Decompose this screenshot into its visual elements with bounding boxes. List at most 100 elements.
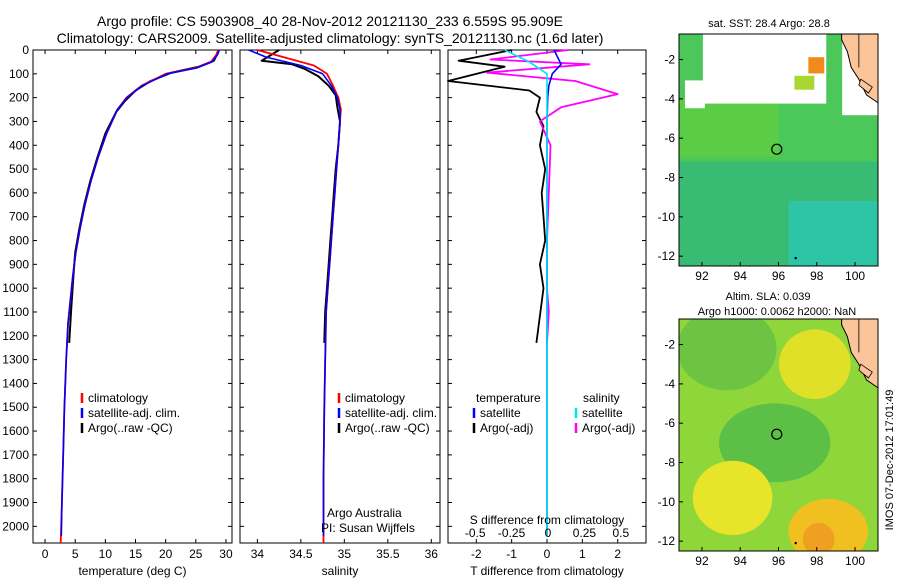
sla-map-title-1: Altim. SLA: 0.039 <box>726 291 811 303</box>
xtick-label: 2 <box>614 547 621 561</box>
xtick-label: 35.5 <box>376 547 400 561</box>
xtick-label: 5 <box>72 547 79 561</box>
xtick-label: 20 <box>159 547 173 561</box>
ytick-label: 900 <box>9 257 29 271</box>
map-xtick-label: 96 <box>772 269 786 283</box>
map-ytick-label: -6 <box>664 131 675 145</box>
ytick-label: 1500 <box>2 400 29 414</box>
float-location-marker <box>771 143 783 155</box>
map-xtick-label: 94 <box>734 269 748 283</box>
ytick-label: 1700 <box>2 448 29 462</box>
ytick-label: 700 <box>9 210 29 224</box>
sla-high <box>692 460 773 536</box>
map-field-sla <box>679 319 878 551</box>
ytick-label: 400 <box>9 138 29 152</box>
sla-high <box>802 522 835 551</box>
legend-temperature-label: satellite-adj. clim. <box>88 406 180 420</box>
x-axis-label: salinity <box>322 564 359 578</box>
ytick-label: 1900 <box>2 496 29 510</box>
stick-label: 0.5 <box>612 526 629 540</box>
temperature-satellite-line <box>60 49 221 536</box>
legend-diff-s-label: satellite <box>582 406 623 420</box>
sla-high <box>779 329 851 400</box>
sla-low <box>718 403 831 483</box>
annotation-pi: PI: Susan Wijffels <box>321 521 415 535</box>
plot-frame-temperature-profile <box>32 49 233 544</box>
stick-label: 0.25 <box>573 526 597 540</box>
map-ytick-label: -12 <box>658 249 676 263</box>
map-ytick-label: -10 <box>658 495 676 509</box>
ytick-label: 1200 <box>2 329 29 343</box>
stick-label: -0.25 <box>498 526 526 540</box>
xtick-label: -1 <box>506 547 517 561</box>
annotation-argo-australia: Argo Australia <box>327 506 402 520</box>
salinity-satellite-line <box>248 49 341 536</box>
islet-marker <box>794 256 797 260</box>
xtick-label: 30 <box>219 547 233 561</box>
map-ytick-label: -12 <box>658 534 676 548</box>
sst-warm-patch <box>794 75 815 90</box>
map-ytick-label: -10 <box>658 210 676 224</box>
xtick-label: 0 <box>42 547 49 561</box>
diff-t-argo-line <box>447 49 547 344</box>
sst-warm-patch <box>808 57 825 74</box>
map-xtick-label: 92 <box>695 269 709 283</box>
map-xtick-label: 100 <box>845 554 865 568</box>
title-line-1: Argo profile: CS 5903908_40 28-Nov-2012 … <box>97 13 563 29</box>
stick-label: 0 <box>545 526 552 540</box>
xtick-label: 1 <box>579 547 586 561</box>
map-ytick-label: -2 <box>664 338 675 352</box>
map-ytick-label: -8 <box>664 456 675 470</box>
ytick-label: 100 <box>9 67 29 81</box>
imos-watermark: IMOS 07-Dec-2012 17:01:49 <box>884 390 896 531</box>
ytick-label: 300 <box>9 114 29 128</box>
ytick-label: 1400 <box>2 376 29 390</box>
sla-map-title-2: Argo h1000: 0.0062 h2000: NaN <box>698 306 856 318</box>
legend-diff-t-label: satellite <box>480 406 521 420</box>
map-xtick-label: 98 <box>810 269 824 283</box>
land-island <box>858 78 873 94</box>
legend-salinity-label: Argo(..raw -QC) <box>345 421 430 435</box>
sst-southeast <box>788 201 878 266</box>
legend-salinity-label: climatology <box>345 391 405 405</box>
ytick-label: 600 <box>9 186 29 200</box>
xtick-label: 25 <box>189 547 203 561</box>
ytick-label: 500 <box>9 162 29 176</box>
map-field-sst <box>679 34 878 266</box>
map-xtick-label: 94 <box>734 554 748 568</box>
float-location-marker <box>771 428 783 440</box>
legend-temperature-label: climatology <box>88 391 148 405</box>
ytick-label: 0 <box>22 43 29 57</box>
map-xtick-label: 96 <box>772 554 786 568</box>
map-ytick-label: -8 <box>664 171 675 185</box>
map-ytick-label: -2 <box>664 53 675 67</box>
land-island <box>858 363 873 379</box>
legend-diff-s-label: Argo(-adj) <box>582 421 635 435</box>
legend-temperature-label: Argo(..raw -QC) <box>88 421 173 435</box>
sst-cloud-gap <box>702 34 827 104</box>
xtick-label: 10 <box>99 547 113 561</box>
xtick-label: 34 <box>251 547 265 561</box>
islet-marker <box>794 541 797 545</box>
diff-s-satellite-line <box>504 49 548 536</box>
title-line-2: Climatology: CARS2009. Satellite-adjuste… <box>56 30 604 46</box>
map-ytick-label: -4 <box>664 92 675 106</box>
ytick-label: 1600 <box>2 424 29 438</box>
map-ytick-label: -6 <box>664 416 675 430</box>
ytick-label: 1100 <box>3 305 29 319</box>
s-axis-label: S difference from climatology <box>470 513 625 527</box>
sst-north-mid <box>679 98 779 157</box>
sst-map-title: sat. SST: 28.4 Argo: 28.8 <box>708 18 830 30</box>
map-ytick-label: -4 <box>664 377 675 391</box>
ytick-label: 200 <box>9 91 29 105</box>
legend-diff-t-label: Argo(-adj) <box>480 421 533 435</box>
x-axis-label: T difference from climatology <box>470 564 624 578</box>
xtick-label: 15 <box>129 547 143 561</box>
stick-label: -0.5 <box>465 526 486 540</box>
ytick-label: 1800 <box>2 472 29 486</box>
x-axis-label: temperature (deg C) <box>78 564 186 578</box>
xtick-label: 34.5 <box>289 547 313 561</box>
ytick-label: 1300 <box>2 353 29 367</box>
ytick-label: 800 <box>9 234 29 248</box>
